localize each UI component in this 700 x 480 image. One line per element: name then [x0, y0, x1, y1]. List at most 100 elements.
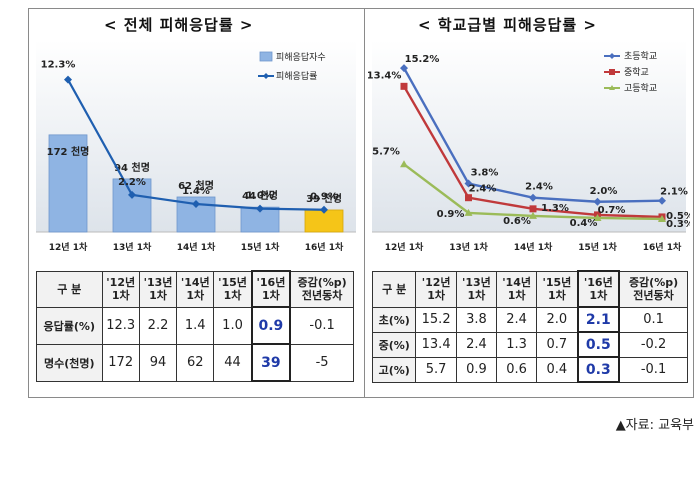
- table-cell: 0.4: [536, 356, 579, 383]
- table-cell: 0.1: [618, 306, 689, 333]
- series-point: [400, 64, 408, 73]
- table-cell: 2.0: [536, 306, 579, 333]
- source-note: ▲자료: 교육부: [615, 418, 694, 433]
- table-cell: 1.0: [213, 306, 253, 345]
- table-cell: 2.4: [495, 306, 538, 333]
- table-header-cell: '16년 1차: [576, 270, 621, 308]
- table-row: 중(%) 13.4 2.4 1.3 0.7 0.5 -0.2: [371, 331, 689, 358]
- series-value-label: 5.7%: [372, 146, 400, 157]
- x-tick-label: 12년 1차: [385, 241, 424, 253]
- table-row-label: 중(%): [371, 331, 417, 358]
- rate-point: [192, 200, 200, 209]
- table-cell: -5: [289, 343, 355, 382]
- rate-point: [64, 75, 72, 84]
- series-value-label: 2.0%: [590, 186, 618, 197]
- bar-value-label: 94 천명: [114, 161, 150, 174]
- legend-label: 초등학교: [624, 51, 657, 62]
- table-header-cell: 구 분: [371, 270, 417, 308]
- table-header-cell: 증감(%p) 전년동차: [618, 270, 689, 308]
- series-point: [529, 205, 537, 213]
- series-value-label: 0.3%: [666, 219, 690, 230]
- right-panel-title: < 학교급별 피해응답률 >: [418, 16, 598, 34]
- x-tick-label: 16년 1차: [643, 241, 682, 253]
- bar: [112, 178, 152, 233]
- series-point: [464, 179, 473, 188]
- table-cell: 2.2: [138, 306, 178, 345]
- table-row-label: 고(%): [371, 356, 417, 383]
- table-cell: 0.5: [576, 331, 621, 358]
- table-cell: 1.3: [495, 331, 538, 358]
- bar: [240, 206, 280, 233]
- x-tick-label: 14년 1차: [514, 241, 553, 253]
- table-row: 고(%) 5.7 0.9 0.6 0.4 0.3 -0.1: [371, 356, 689, 383]
- x-tick-label: 16년 1차: [305, 241, 344, 253]
- rate-value-label: 0.9%: [310, 192, 338, 203]
- table-cell: 12.3: [101, 306, 140, 345]
- table-row: 초(%) 15.2 3.8 2.4 2.0 2.1 0.1: [371, 306, 689, 333]
- series-value-label: 2.1%: [660, 187, 688, 198]
- school-level-rate-table: 구 분 '12년 1차 '13년 1차 '14년 1차 '15년 1차 '16년 1차 증감…: [371, 270, 689, 383]
- table-row-label: 명수(천명): [36, 343, 103, 382]
- table-header-cell: '12년 1차: [101, 270, 140, 308]
- bar-value-label: 62 천명: [178, 179, 214, 192]
- legend-label: 중학교: [624, 67, 649, 78]
- bar-value-label: 172 천명: [47, 145, 90, 158]
- series-value-label: 0.5%: [666, 211, 690, 222]
- x-tick-label: 14년 1차: [177, 241, 216, 253]
- table-cell: 0.9: [250, 306, 292, 345]
- table-cell: 3.8: [455, 306, 498, 333]
- table-header-cell: '16년 1차: [250, 270, 292, 308]
- table-header-cell: '15년 1차: [536, 270, 579, 308]
- table-header-cell: 구 분: [36, 270, 103, 308]
- rate-point: [320, 205, 328, 214]
- bar-value-label: 44 천명: [242, 189, 278, 202]
- bar: [48, 134, 88, 233]
- legend-label: 피해응답자수: [276, 51, 326, 63]
- series-point: [529, 211, 537, 219]
- school-level-victim-rate-chart: 12년 1차 13년 1차 14년 1차 15년 1차 16년 1차 15.2% 3.8% 2…: [368, 40, 690, 253]
- table-header-row: 구 분 '12년 1차 '13년 1차 '14년 1차 '15년 1차 '16년 1차 증감…: [371, 270, 689, 308]
- total-rate-table: 구 분 '12년 1차 '13년 1차 '14년 1차 '15년 1차 '16년 1차 증감…: [36, 270, 355, 382]
- legend-label: 피해응답률: [276, 70, 317, 82]
- rate-value-label: 12.3%: [41, 60, 76, 71]
- series-value-label: 1.3%: [541, 203, 569, 214]
- table-header-cell: '12년 1차: [415, 270, 457, 308]
- table-cell: 39: [250, 343, 292, 382]
- panel-divider: [364, 8, 365, 398]
- table-cell: 2.4: [455, 331, 498, 358]
- series-point: [658, 196, 666, 205]
- series-value-label: 2.4%: [469, 184, 497, 195]
- rate-value-label: 2.2%: [118, 177, 146, 188]
- table-header-cell: '13년 1차: [455, 270, 498, 308]
- series-value-label: 0.6%: [503, 216, 531, 227]
- x-tick-label: 13년 1차: [449, 241, 488, 253]
- series-point: [593, 197, 602, 206]
- table-header-cell: '13년 1차: [138, 270, 178, 308]
- table-header-cell: '15년 1차: [213, 270, 253, 308]
- table-cell: 5.7: [415, 356, 457, 383]
- table-cell: 15.2: [415, 306, 457, 333]
- series-value-label: 2.4%: [525, 182, 553, 193]
- table-cell: 13.4: [415, 331, 457, 358]
- rate-point: [256, 204, 264, 213]
- table-cell: 0.6: [495, 356, 538, 383]
- legend-marker: [609, 85, 615, 90]
- legend-label: 고등학교: [624, 83, 657, 94]
- legend-marker: [609, 53, 615, 59]
- rate-value-label: 1.0%: [246, 191, 274, 202]
- series-point: [658, 214, 666, 222]
- table-cell: 94: [138, 343, 178, 382]
- series-point: [593, 213, 602, 221]
- table-cell: -0.2: [618, 331, 689, 358]
- table-row: 명수(천명) 172 94 62 44 39 -5: [36, 343, 355, 382]
- table-header-cell: '14년 1차: [176, 270, 215, 308]
- x-tick-label: 12년 1차: [49, 241, 88, 253]
- table-cell: 2.1: [576, 306, 621, 333]
- series-value-label: 0.9%: [437, 209, 465, 220]
- table-cell: 44: [213, 343, 253, 382]
- table-row-label: 초(%): [371, 306, 417, 333]
- x-tick-label: 15년 1차: [578, 241, 617, 253]
- series-point: [400, 160, 408, 168]
- table-header-cell: '14년 1차: [495, 270, 538, 308]
- table-cell: 172: [101, 343, 140, 382]
